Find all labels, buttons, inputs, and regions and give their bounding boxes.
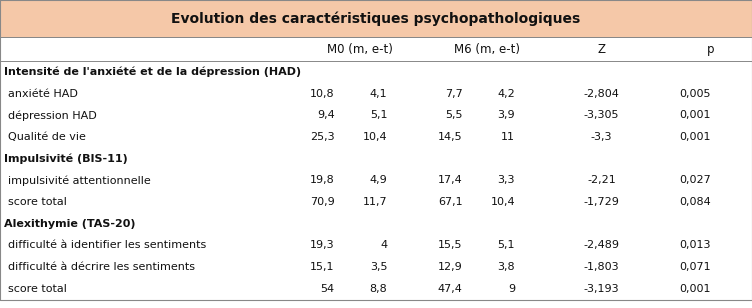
- Bar: [0, 148, 752, 169]
- Bar: [0, 234, 752, 256]
- Text: 0,027: 0,027: [679, 176, 711, 185]
- Text: 8,8: 8,8: [369, 284, 387, 294]
- Text: 0,001: 0,001: [679, 111, 711, 120]
- Text: 3,3: 3,3: [498, 176, 515, 185]
- Text: 15,5: 15,5: [438, 241, 462, 250]
- Bar: [0, 83, 752, 104]
- Text: 25,3: 25,3: [310, 132, 335, 142]
- Text: dépression HAD: dépression HAD: [8, 110, 96, 121]
- Text: 14,5: 14,5: [438, 132, 462, 142]
- Text: 9,4: 9,4: [317, 111, 335, 120]
- Text: Intensité de l'anxiété et de la dépression (HAD): Intensité de l'anxiété et de la dépressi…: [4, 67, 301, 77]
- Text: 0,001: 0,001: [679, 132, 711, 142]
- Text: -2,804: -2,804: [584, 88, 620, 99]
- Text: 0,071: 0,071: [679, 262, 711, 272]
- Text: M0 (m, e-t): M0 (m, e-t): [326, 43, 393, 55]
- Text: 3,8: 3,8: [498, 262, 515, 272]
- Text: -2,21: -2,21: [587, 176, 616, 185]
- Text: 12,9: 12,9: [438, 262, 462, 272]
- Text: 11,7: 11,7: [362, 197, 387, 207]
- Text: p: p: [707, 43, 714, 55]
- Text: 4,2: 4,2: [497, 88, 515, 99]
- Text: 0,005: 0,005: [679, 88, 711, 99]
- Text: 5,1: 5,1: [370, 111, 387, 120]
- Text: -1,803: -1,803: [584, 262, 620, 272]
- Text: score total: score total: [8, 284, 66, 294]
- Text: 4,9: 4,9: [369, 176, 387, 185]
- Bar: [0, 278, 752, 300]
- Text: 19,3: 19,3: [310, 241, 335, 250]
- Text: difficulté à identifier les sentiments: difficulté à identifier les sentiments: [8, 241, 206, 250]
- Text: 70,9: 70,9: [310, 197, 335, 207]
- Text: 0,084: 0,084: [679, 197, 711, 207]
- Text: -3,3: -3,3: [591, 132, 612, 142]
- Bar: [0, 0, 752, 37]
- Text: -2,489: -2,489: [584, 241, 620, 250]
- Text: Qualité de vie: Qualité de vie: [8, 132, 86, 142]
- Text: 11: 11: [501, 132, 515, 142]
- Text: Evolution des caractéristiques psychopathologiques: Evolution des caractéristiques psychopat…: [171, 11, 581, 26]
- Text: 54: 54: [320, 284, 335, 294]
- Text: 19,8: 19,8: [310, 176, 335, 185]
- Text: M6 (m, e-t): M6 (m, e-t): [454, 43, 520, 55]
- Text: impulsivité attentionnelle: impulsivité attentionnelle: [8, 175, 150, 186]
- Text: 3,9: 3,9: [498, 111, 515, 120]
- Bar: [0, 37, 752, 62]
- Text: 5,5: 5,5: [445, 111, 462, 120]
- Text: Z: Z: [598, 43, 605, 55]
- Bar: [0, 256, 752, 278]
- Text: 9: 9: [508, 284, 515, 294]
- Text: -1,729: -1,729: [584, 197, 620, 207]
- Text: 7,7: 7,7: [444, 88, 462, 99]
- Text: 3,5: 3,5: [370, 262, 387, 272]
- Text: score total: score total: [8, 197, 66, 207]
- Text: 47,4: 47,4: [438, 284, 462, 294]
- Text: 10,8: 10,8: [310, 88, 335, 99]
- Text: 10,4: 10,4: [362, 132, 387, 142]
- Text: 67,1: 67,1: [438, 197, 462, 207]
- Text: 5,1: 5,1: [498, 241, 515, 250]
- Bar: [0, 104, 752, 127]
- Text: 4,1: 4,1: [370, 88, 387, 99]
- Text: 15,1: 15,1: [310, 262, 335, 272]
- Text: 10,4: 10,4: [490, 197, 515, 207]
- Bar: [0, 127, 752, 148]
- Bar: [0, 62, 752, 83]
- Text: Alexithymie (TAS-20): Alexithymie (TAS-20): [4, 219, 135, 229]
- Text: 17,4: 17,4: [438, 176, 462, 185]
- Text: difficulté à décrire les sentiments: difficulté à décrire les sentiments: [8, 262, 195, 272]
- Text: anxiété HAD: anxiété HAD: [8, 88, 77, 99]
- Bar: [0, 169, 752, 191]
- Text: 0,013: 0,013: [679, 241, 711, 250]
- Text: 4: 4: [381, 241, 387, 250]
- Text: 0,001: 0,001: [679, 284, 711, 294]
- Bar: [0, 191, 752, 213]
- Text: -3,193: -3,193: [584, 284, 620, 294]
- Text: Impulsivité (BIS-11): Impulsivité (BIS-11): [4, 154, 128, 164]
- Bar: [0, 213, 752, 234]
- Text: -3,305: -3,305: [584, 111, 620, 120]
